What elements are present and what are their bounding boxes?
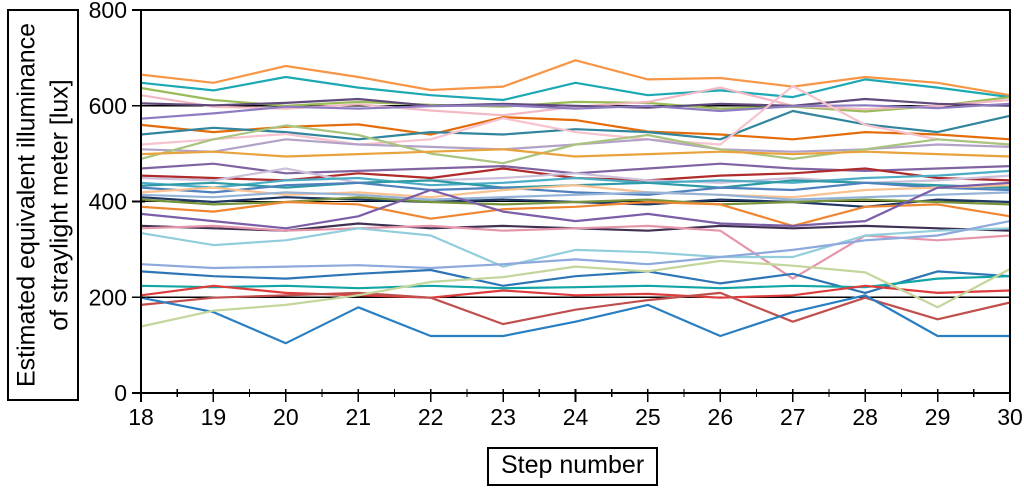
- series-line-33: [139, 294, 1012, 345]
- series-line-27: [139, 227, 1012, 268]
- series-line-06: [139, 102, 1012, 120]
- y-tick-label: 600: [89, 93, 127, 119]
- x-tick-label: 22: [418, 404, 444, 430]
- series-line-23: [139, 200, 1012, 227]
- series-line-11: [139, 124, 1012, 165]
- series-line-30: [139, 275, 1012, 290]
- x-tick-label: 30: [997, 404, 1023, 430]
- x-tick-label: 28: [852, 404, 878, 430]
- y-tick-label: 0: [114, 380, 127, 406]
- x-tick-label: 24: [563, 404, 589, 430]
- series-line-32: [139, 291, 1012, 326]
- series-line-16: [139, 169, 1012, 189]
- x-tick-label: 21: [345, 404, 371, 430]
- x-tick-label: 19: [201, 404, 227, 430]
- series-line-31: [139, 284, 1012, 299]
- y-tick-label: 400: [89, 189, 127, 215]
- x-tick-label: 26: [708, 404, 734, 430]
- series-line-02: [139, 75, 1012, 102]
- series-line-05: [139, 97, 1012, 109]
- series-line-15: [139, 148, 1012, 158]
- x-axis-title-box: Step number: [487, 447, 659, 486]
- series-line-29: [139, 268, 1012, 294]
- series-line-20: [139, 191, 1012, 201]
- series-line-19: [139, 184, 1012, 199]
- y-tick-label: 800: [89, 0, 127, 23]
- x-tick-label: 25: [635, 404, 661, 430]
- y-axis-title-box: Estimated equivalent illuminance of stra…: [7, 9, 79, 401]
- series-line-07: [139, 116, 1012, 141]
- series-line-28: [139, 220, 1012, 270]
- x-tick-label: 20: [273, 404, 299, 430]
- series-line-18: [139, 181, 1012, 196]
- series-line-34: [139, 259, 1012, 328]
- series-line-09: [139, 84, 1012, 146]
- x-axis-title: Step number: [501, 451, 645, 479]
- y-tick-label: 200: [89, 284, 127, 310]
- x-tick-label: 23: [490, 404, 516, 430]
- x-tick-label: 18: [128, 404, 154, 430]
- series-line-24: [139, 181, 1012, 230]
- series-line-01: [139, 59, 1012, 97]
- x-tick-label: 29: [925, 404, 951, 430]
- x-tick-label: 27: [780, 404, 806, 430]
